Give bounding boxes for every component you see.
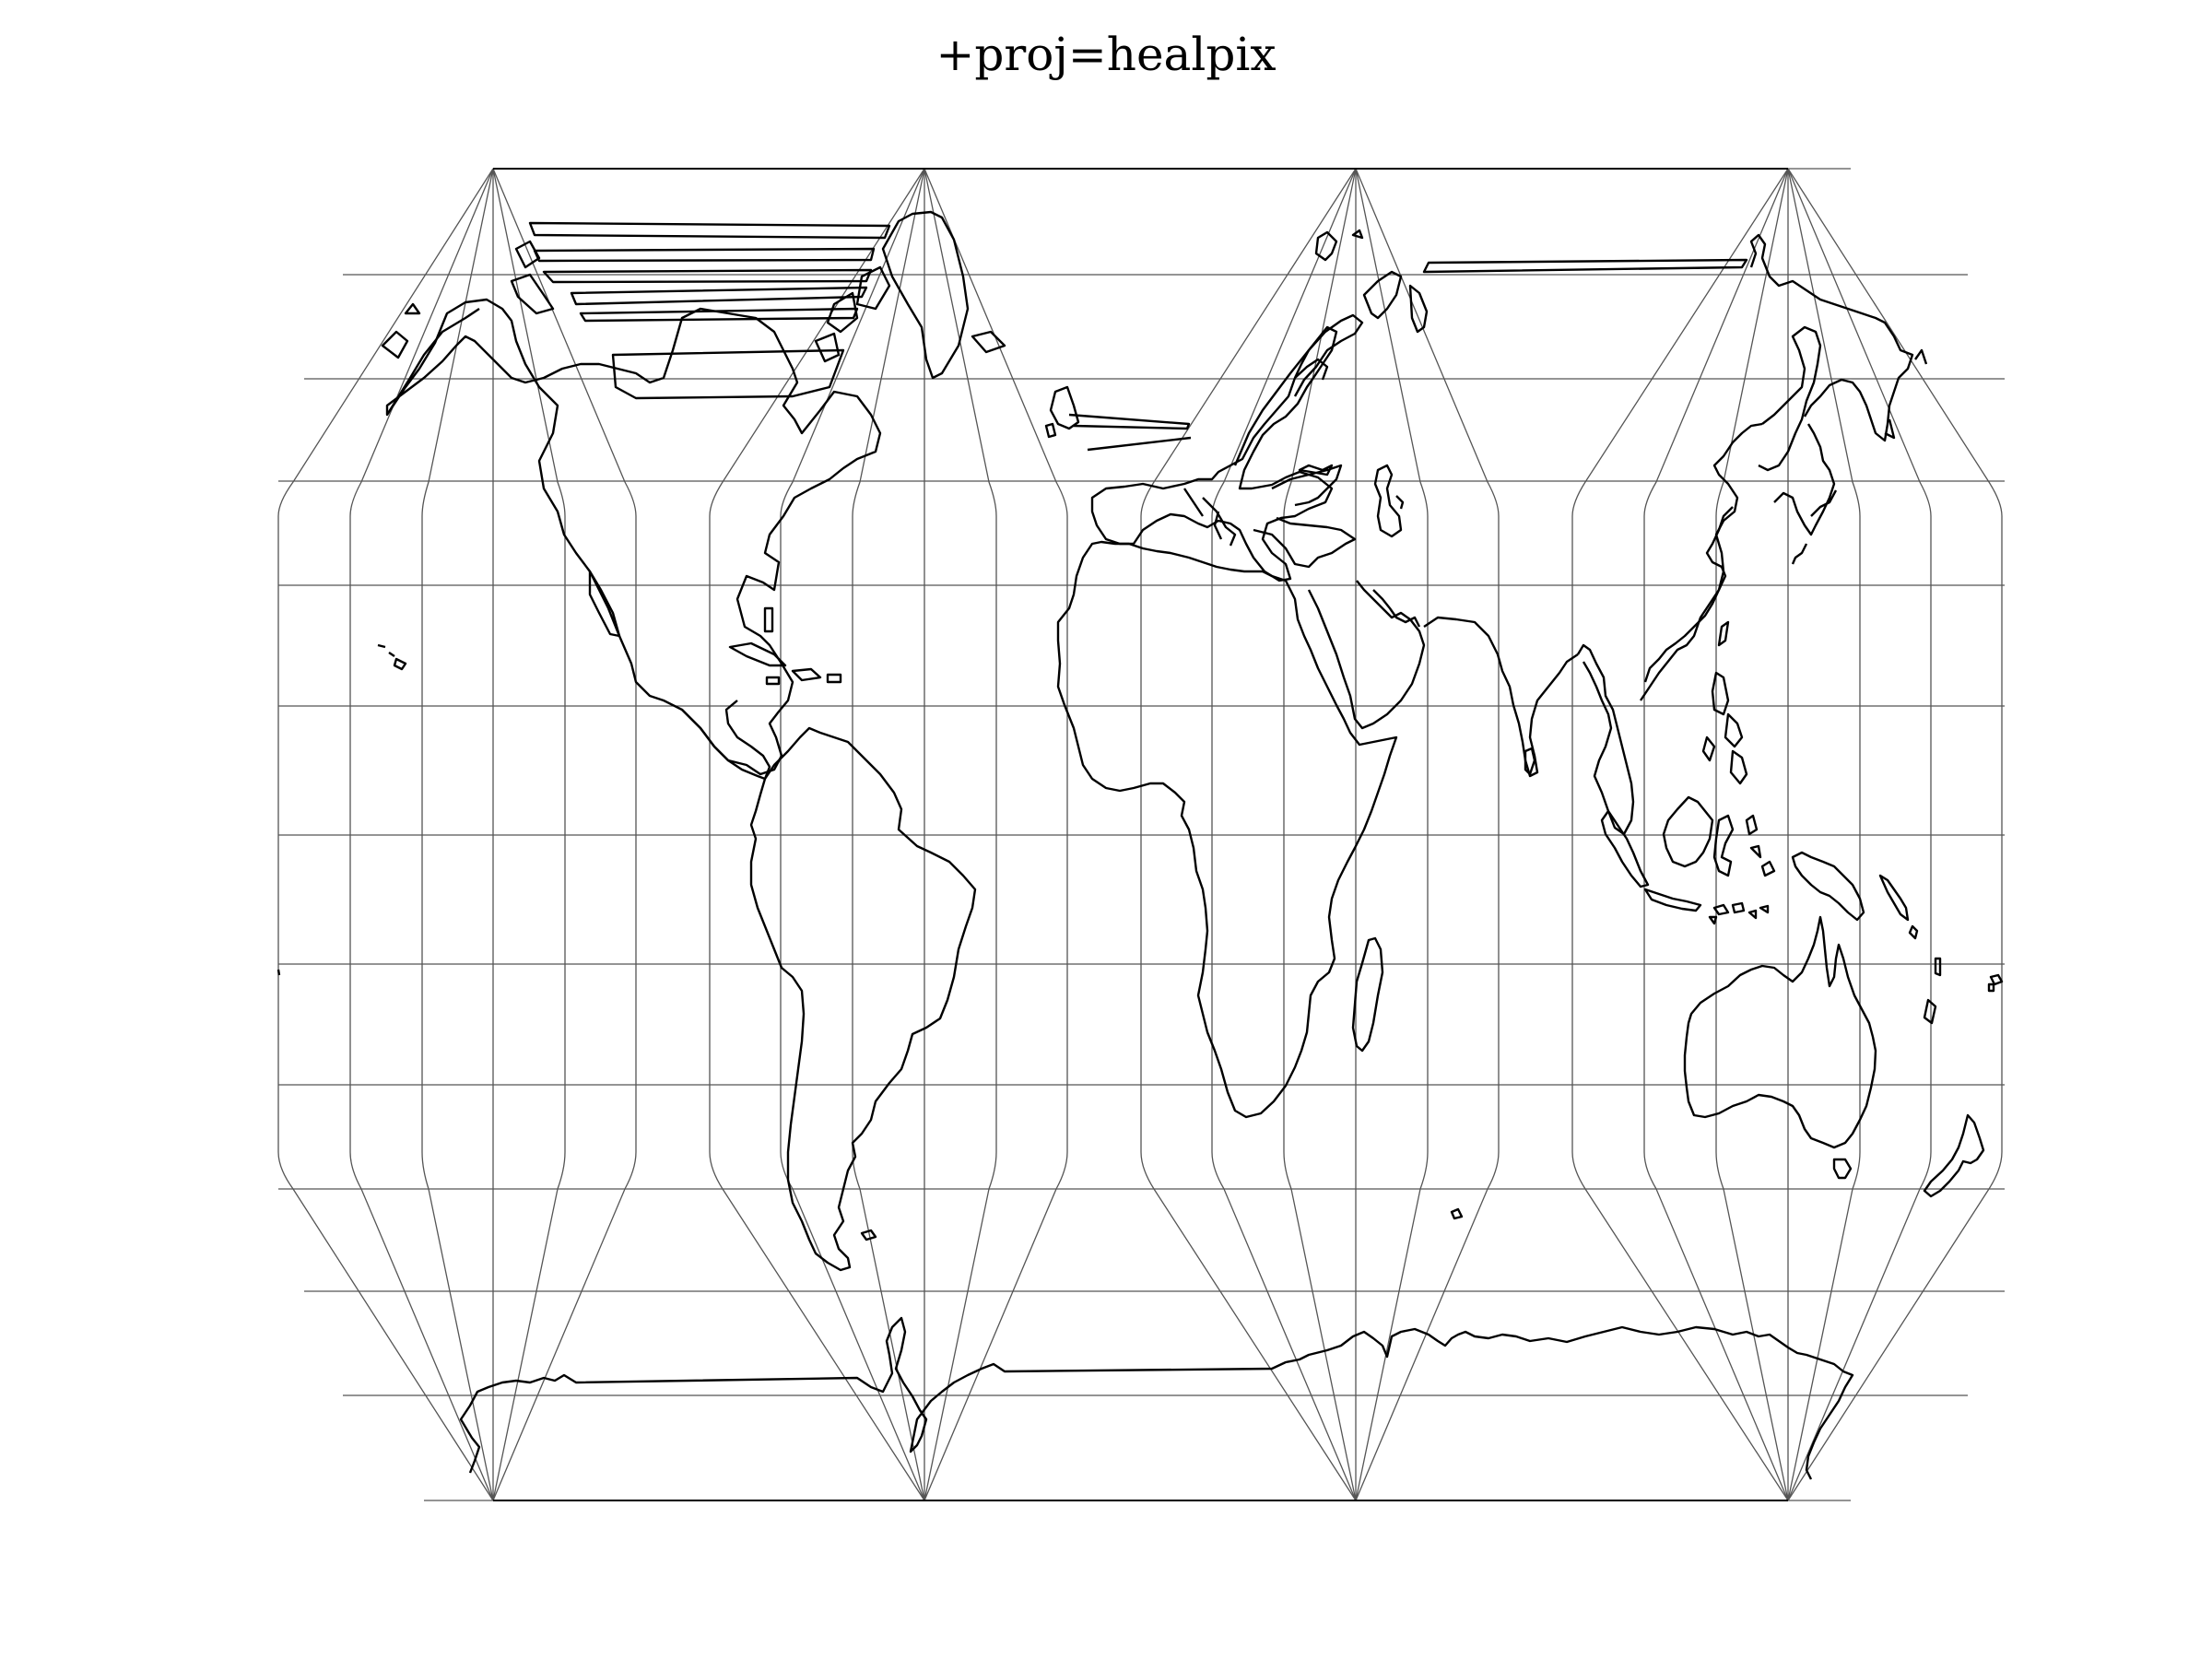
antarctica-coastline [459,1316,1854,1480]
caspian-sea-coastline [1373,464,1405,538]
philippines-coastline [1701,620,1748,785]
new-zealand-coastline [1923,1113,1985,1198]
alaska-coastline [381,302,480,416]
sumatra-java-coastline [1600,809,1702,912]
arctic-archipelago-coastline [528,221,891,400]
graticule [277,168,2005,1501]
baja-california-coastline [588,570,621,638]
new-guinea-coastline [1791,851,1865,922]
graticule-meridians-facet-3 [1140,168,1500,1501]
greenland-coastline [881,210,970,380]
borneo-coastline [1662,795,1714,868]
hawaii-coastline [377,643,407,671]
pacific-islands-coastline [276,957,2004,1220]
east-asia-coastline [1643,506,1734,683]
arabian-peninsula-coastline [1307,580,1426,730]
madagascar-coastline [1351,936,1384,1053]
sri-lanka-coastline [1524,747,1536,776]
europe-coastline [1090,325,1338,582]
northeast-asia-coastline [1749,233,1928,442]
mediterranean-coastline [1183,464,1357,569]
map-boundary [493,168,1788,1501]
graticule-meridians-facet-2 [709,168,1068,1501]
north-america-coastline [385,298,882,776]
south-america-coastline [749,726,977,1272]
southeast-asia-coastline [1576,422,1763,836]
east-indies-islands-coastline [1708,874,1919,940]
tasmania-coastline [1832,1158,1853,1180]
central-america-coastline [681,700,771,781]
sulawesi-moluccas-coastline [1712,814,1776,877]
korea-japan-coastline [1758,325,1838,565]
scandinavia-coastline [1233,313,1364,466]
coastlines [276,210,2004,1480]
british-isles-coastline [1044,385,1192,452]
australia-coastline [1683,915,1877,1149]
graticule-parallels [278,168,2005,1501]
graticule-meridians-facet-1 [277,168,637,1501]
arctic-russia-coastline [1314,229,1748,334]
india-coastline [1423,616,1579,778]
map-title: +proj=healpix [935,28,1277,81]
falkland-islands-coastline [860,1229,877,1241]
caribbean-islands-coastline [728,606,842,686]
arctic-islands-coastline [510,240,1006,363]
africa-coastline [1056,540,1398,1119]
